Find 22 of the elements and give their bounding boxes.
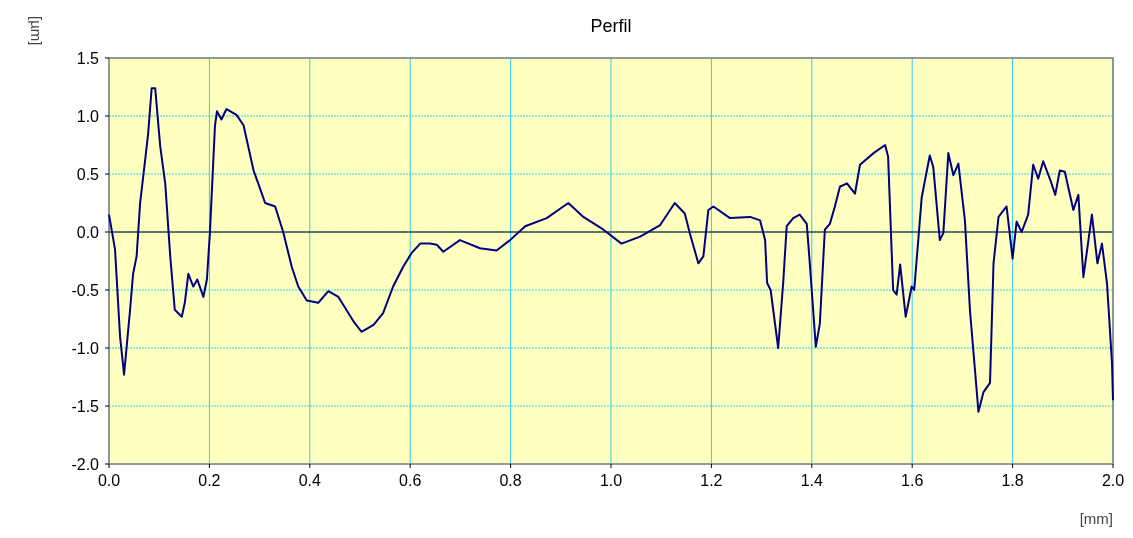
y-tick-label: 0.5 xyxy=(76,165,100,183)
y-tick-label: 0.0 xyxy=(76,223,100,241)
y-tick-label: -0.5 xyxy=(71,281,100,299)
x-tick-label: 0.2 xyxy=(198,472,221,489)
y-tick-label: -1.0 xyxy=(71,339,100,357)
x-tick-label: 0.8 xyxy=(499,472,522,489)
x-tick-label: 2.0 xyxy=(1101,472,1125,489)
x-tick-label: 1.6 xyxy=(901,472,924,489)
x-tick-label: 1.8 xyxy=(1001,472,1024,489)
y-tick-label: 1.0 xyxy=(76,107,100,125)
x-tick-label: 1.2 xyxy=(700,472,723,489)
x-tick-label: 0.0 xyxy=(97,472,121,489)
x-tick-label: 1.4 xyxy=(800,472,824,489)
x-tick-label: 0.4 xyxy=(298,472,322,489)
y-axis-title: [µm] xyxy=(27,16,45,46)
chart-title: Perfil xyxy=(590,16,632,36)
x-axis-title: [mm] xyxy=(1079,510,1113,527)
y-tick-label: -2.0 xyxy=(71,455,100,473)
x-tick-label: 1.0 xyxy=(599,472,623,489)
x-tick-label: 0.6 xyxy=(399,472,422,489)
y-tick-label: -1.5 xyxy=(71,397,100,415)
y-tick-label: 1.5 xyxy=(76,49,100,67)
